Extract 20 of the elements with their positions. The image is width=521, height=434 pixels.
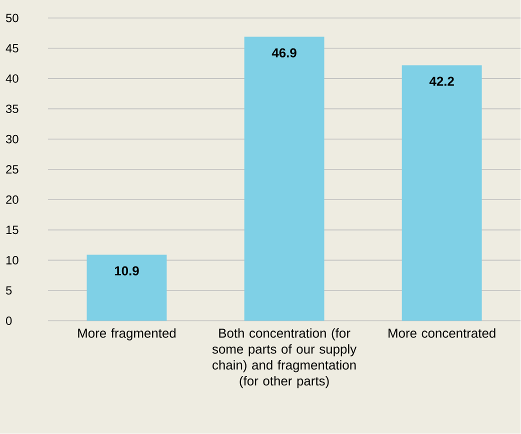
data-label: 46.9 bbox=[272, 48, 296, 58]
bar bbox=[86, 254, 167, 321]
y-tick-label: 30 bbox=[6, 135, 18, 144]
y-tick-label: 35 bbox=[6, 104, 18, 114]
x-tick-label: More concentrated bbox=[388, 328, 496, 338]
y-tick-label: 0 bbox=[6, 316, 12, 326]
y-tick-label: 20 bbox=[6, 196, 18, 204]
y-tick-label: 25 bbox=[6, 165, 18, 174]
y-tick-label: 45 bbox=[6, 44, 18, 53]
y-tick-label: 5 bbox=[6, 286, 12, 295]
y-tick-label: 50 bbox=[6, 14, 18, 22]
x-tick-label: Both concentration (for some parts of our supply chain) and fragmentation (for other parts) bbox=[212, 328, 357, 388]
x-tick-label: More fragmented bbox=[78, 328, 176, 340]
y-tick-label: 40 bbox=[6, 74, 18, 83]
data-label: 42.2 bbox=[429, 76, 454, 86]
data-label: 10.9 bbox=[114, 266, 139, 276]
y-tick-label: 10 bbox=[6, 256, 18, 265]
bar bbox=[244, 36, 324, 321]
bar bbox=[402, 65, 482, 321]
y-tick-label: 15 bbox=[6, 226, 18, 234]
